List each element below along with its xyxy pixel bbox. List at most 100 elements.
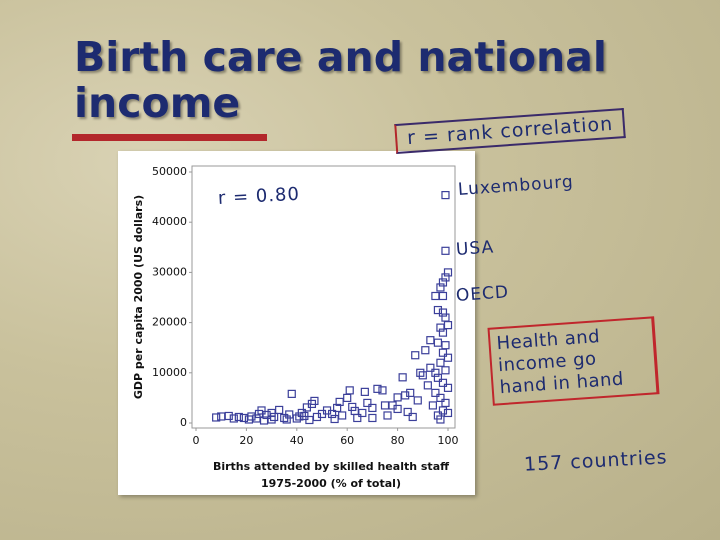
x-tick-label: 60 <box>340 434 354 447</box>
point <box>443 268 453 277</box>
point <box>428 401 437 410</box>
point <box>327 409 337 419</box>
point <box>441 313 450 322</box>
point <box>267 408 276 418</box>
plot-area <box>191 165 456 429</box>
point <box>275 405 284 415</box>
point <box>257 406 266 415</box>
point <box>441 246 450 255</box>
point <box>378 386 387 395</box>
point <box>441 341 450 350</box>
point <box>282 415 291 424</box>
point <box>330 414 339 424</box>
point <box>368 413 377 423</box>
point <box>295 412 304 421</box>
x-axis-label: Births attended by skilled health staff … <box>212 460 450 490</box>
point <box>433 373 443 382</box>
point <box>333 403 342 413</box>
y-tick-label: 40000 <box>152 215 187 228</box>
point <box>436 283 445 292</box>
correlation-label: r = 0.80 <box>217 184 300 209</box>
point <box>343 393 352 402</box>
point <box>403 407 412 417</box>
point <box>350 406 359 416</box>
point <box>229 414 238 423</box>
point <box>438 308 448 317</box>
point <box>438 291 448 301</box>
point <box>360 387 369 396</box>
point <box>443 383 453 392</box>
y-tick-label: 20000 <box>152 316 187 329</box>
point <box>280 413 289 423</box>
point <box>234 412 243 422</box>
point <box>363 398 372 408</box>
point <box>431 388 440 397</box>
point <box>398 373 407 382</box>
x-tick-label: 100 <box>438 434 459 447</box>
point <box>353 413 362 423</box>
point <box>433 305 443 315</box>
point <box>345 386 354 395</box>
point <box>224 411 233 421</box>
point <box>423 381 432 390</box>
y-axis-label: GDP per capita 2000 (US dollars) <box>132 195 145 399</box>
point <box>421 346 430 355</box>
point <box>310 396 319 406</box>
point <box>401 391 410 400</box>
point <box>244 415 254 424</box>
point <box>335 397 344 407</box>
chart-panel <box>118 151 475 495</box>
point <box>438 328 448 337</box>
point <box>436 323 445 332</box>
point <box>433 338 443 347</box>
point <box>426 363 435 372</box>
point <box>431 291 440 301</box>
point <box>438 278 448 287</box>
point <box>436 415 445 424</box>
point <box>413 396 422 405</box>
point-label: OECD <box>455 282 509 306</box>
point <box>408 412 417 422</box>
point <box>302 403 311 412</box>
point <box>411 351 420 360</box>
y-tick-label: 10000 <box>152 366 187 379</box>
x-tick-label: 40 <box>290 434 304 447</box>
point <box>431 368 440 377</box>
point <box>436 358 445 367</box>
point-label: USA <box>455 237 494 260</box>
point <box>441 273 450 282</box>
point-label: Luxembourg <box>457 172 574 200</box>
point <box>426 336 435 345</box>
slide-title: Birth care and national income <box>74 33 607 127</box>
note-box: Health and income go hand in hand <box>487 316 660 406</box>
point <box>443 321 453 330</box>
point <box>416 368 425 377</box>
point <box>380 401 390 410</box>
x-tick-label: 20 <box>239 434 253 447</box>
point <box>358 408 367 418</box>
point <box>252 414 261 423</box>
title-rule <box>72 134 267 141</box>
y-tick-label: 0 <box>180 416 187 429</box>
point <box>438 406 448 415</box>
x-tick-label: 80 <box>391 434 405 447</box>
point <box>239 413 248 423</box>
point <box>441 366 450 375</box>
point <box>338 411 347 420</box>
y-tick-label: 50000 <box>152 165 187 178</box>
point <box>217 412 226 421</box>
point <box>438 348 448 357</box>
x-tick-label: 0 <box>193 434 200 447</box>
point <box>436 393 445 402</box>
point <box>406 388 415 397</box>
point <box>418 371 427 380</box>
point <box>393 393 402 402</box>
point <box>287 389 296 398</box>
point <box>368 403 377 413</box>
point <box>373 384 382 393</box>
point <box>441 190 450 200</box>
point <box>443 353 453 362</box>
point <box>438 378 448 387</box>
